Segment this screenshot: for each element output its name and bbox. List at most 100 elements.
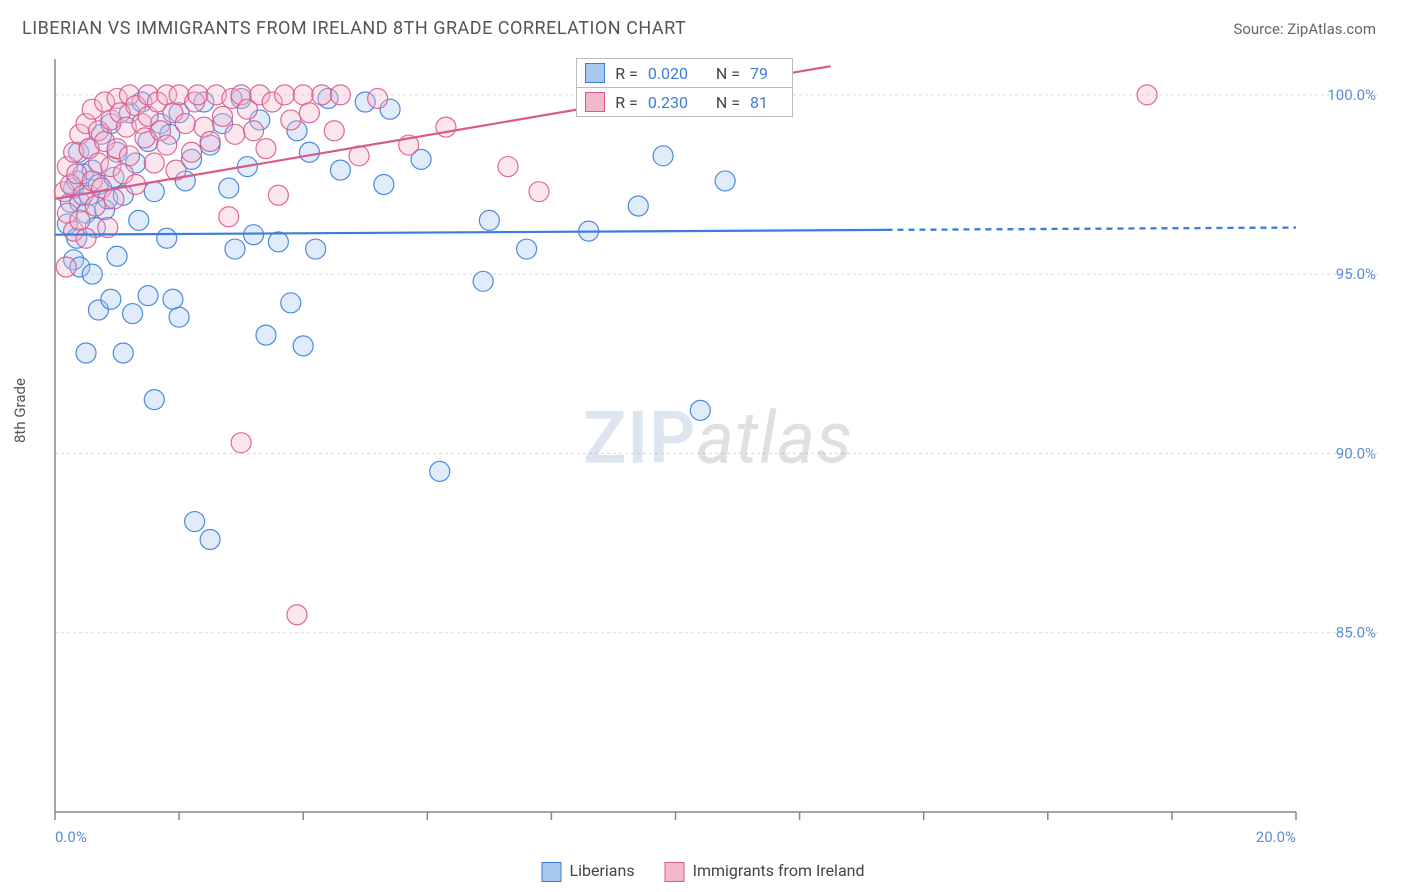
data-point	[185, 512, 205, 532]
data-point	[330, 85, 350, 105]
data-point	[188, 85, 208, 105]
data-point	[653, 146, 673, 166]
data-point	[169, 307, 189, 327]
source-label: Source: ZipAtlas.com	[1233, 20, 1376, 38]
data-point	[107, 246, 127, 266]
data-point	[113, 343, 133, 363]
data-point	[219, 178, 239, 198]
data-point	[324, 121, 344, 141]
data-point	[231, 433, 251, 453]
data-point	[157, 228, 177, 248]
legend-item-ireland: Immigrants from Ireland	[665, 861, 865, 882]
data-point	[287, 605, 307, 625]
swatch-icon	[665, 862, 685, 882]
data-point	[256, 325, 276, 345]
data-point	[715, 171, 735, 191]
data-point	[306, 239, 326, 259]
data-point	[517, 239, 537, 259]
legend-label: Immigrants from Ireland	[693, 861, 865, 880]
data-point	[213, 106, 233, 126]
data-point	[529, 182, 549, 202]
data-point	[275, 85, 295, 105]
legend-label: Liberians	[569, 861, 634, 880]
data-point	[225, 239, 245, 259]
trend-line-dashed	[886, 228, 1296, 230]
data-point	[498, 157, 518, 177]
stats-row-liberians: R = 0.020 N = 79	[576, 58, 793, 88]
n-label: N =	[716, 93, 740, 112]
data-point	[268, 185, 288, 205]
data-point	[104, 189, 124, 209]
data-point	[70, 210, 90, 230]
svg-text:95.0%: 95.0%	[1336, 265, 1376, 283]
data-point	[76, 343, 96, 363]
data-point	[281, 293, 301, 313]
data-point	[200, 131, 220, 151]
data-point	[144, 182, 164, 202]
data-point	[244, 121, 264, 141]
data-point	[374, 175, 394, 195]
n-value: 81	[750, 93, 780, 112]
data-point	[82, 264, 102, 284]
data-point	[144, 390, 164, 410]
data-point	[123, 304, 143, 324]
data-point	[76, 228, 96, 248]
stats-row-ireland: R = 0.230 N = 81	[576, 87, 793, 117]
r-value: 0.230	[648, 93, 698, 112]
data-point	[330, 160, 350, 180]
data-point	[281, 110, 301, 130]
source-prefix: Source:	[1233, 20, 1287, 38]
data-point	[299, 142, 319, 162]
data-point	[293, 85, 313, 105]
data-point	[175, 114, 195, 134]
trend-line-dashed	[886, 228, 1296, 230]
data-point	[129, 210, 149, 230]
swatch-icon	[585, 63, 605, 83]
chart-title: LIBERIAN VS IMMIGRANTS FROM IRELAND 8TH …	[22, 18, 686, 39]
svg-text:90.0%: 90.0%	[1336, 444, 1376, 462]
data-point	[225, 124, 245, 144]
trend-line	[55, 230, 886, 235]
chart-area: 8th Grade 85.0%90.0%95.0%100.0%0.0%20.0%…	[50, 55, 1386, 852]
svg-text:20.0%: 20.0%	[1256, 828, 1296, 846]
series-legend: Liberians Immigrants from Ireland	[541, 861, 864, 882]
data-point	[200, 529, 220, 549]
legend-item-liberians: Liberians	[541, 861, 634, 882]
r-value: 0.020	[648, 64, 698, 83]
data-point	[299, 103, 319, 123]
data-point	[157, 135, 177, 155]
data-point	[119, 146, 139, 166]
data-point	[1137, 85, 1157, 105]
data-point	[144, 153, 164, 173]
data-point	[268, 232, 288, 252]
r-label: R =	[615, 93, 638, 112]
data-point	[138, 286, 158, 306]
svg-text:0.0%: 0.0%	[55, 828, 87, 846]
data-point	[244, 225, 264, 245]
data-point	[690, 400, 710, 420]
data-point	[219, 207, 239, 227]
data-point	[628, 196, 648, 216]
data-point	[368, 88, 388, 108]
r-label: R =	[615, 64, 638, 83]
data-point	[430, 461, 450, 481]
y-axis-label: 8th Grade	[11, 378, 29, 443]
data-point	[256, 139, 276, 159]
data-point	[101, 289, 121, 309]
svg-text:85.0%: 85.0%	[1336, 624, 1376, 642]
data-point	[182, 142, 202, 162]
stats-legend: R = 0.020 N = 79 R = 0.230 N = 81	[576, 59, 793, 117]
source-name: ZipAtlas.com	[1287, 20, 1376, 38]
data-point	[293, 336, 313, 356]
data-point	[85, 196, 105, 216]
data-point	[479, 210, 499, 230]
svg-text:100.0%: 100.0%	[1327, 86, 1376, 104]
swatch-icon	[541, 862, 561, 882]
scatter-plot: 85.0% 90.0% 95.0% 100.0% 0.0% 20.0%	[50, 55, 1386, 852]
data-point	[56, 257, 76, 277]
data-point	[163, 289, 183, 309]
n-label: N =	[716, 64, 740, 83]
n-value: 79	[750, 64, 780, 83]
swatch-icon	[585, 92, 605, 112]
data-point	[312, 85, 332, 105]
